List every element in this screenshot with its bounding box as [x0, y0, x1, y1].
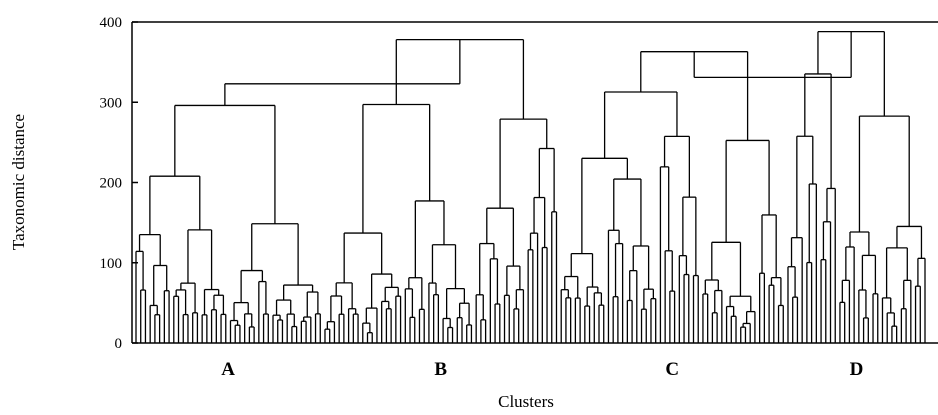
y-tick-label: 100: [100, 256, 123, 272]
dendrogram-branches: [135, 30, 926, 343]
y-axis-title: Taxonomic distance: [9, 114, 28, 250]
cluster-label-c: C: [665, 359, 679, 380]
cluster-label-b: B: [434, 359, 447, 380]
cluster-labels: A B C D: [221, 359, 863, 380]
y-tick-label: 0: [115, 336, 123, 352]
cluster-label-d: D: [850, 359, 864, 380]
cluster-label-a: A: [221, 359, 235, 380]
y-tick-label: 200: [100, 176, 123, 192]
plot-frame: [131, 21, 938, 344]
y-tick-label: 300: [100, 95, 123, 111]
y-axis-ticks: 0 100 200 300 400: [100, 15, 138, 352]
x-axis-title: Clusters: [498, 392, 554, 411]
y-tick-label: 400: [100, 15, 123, 31]
